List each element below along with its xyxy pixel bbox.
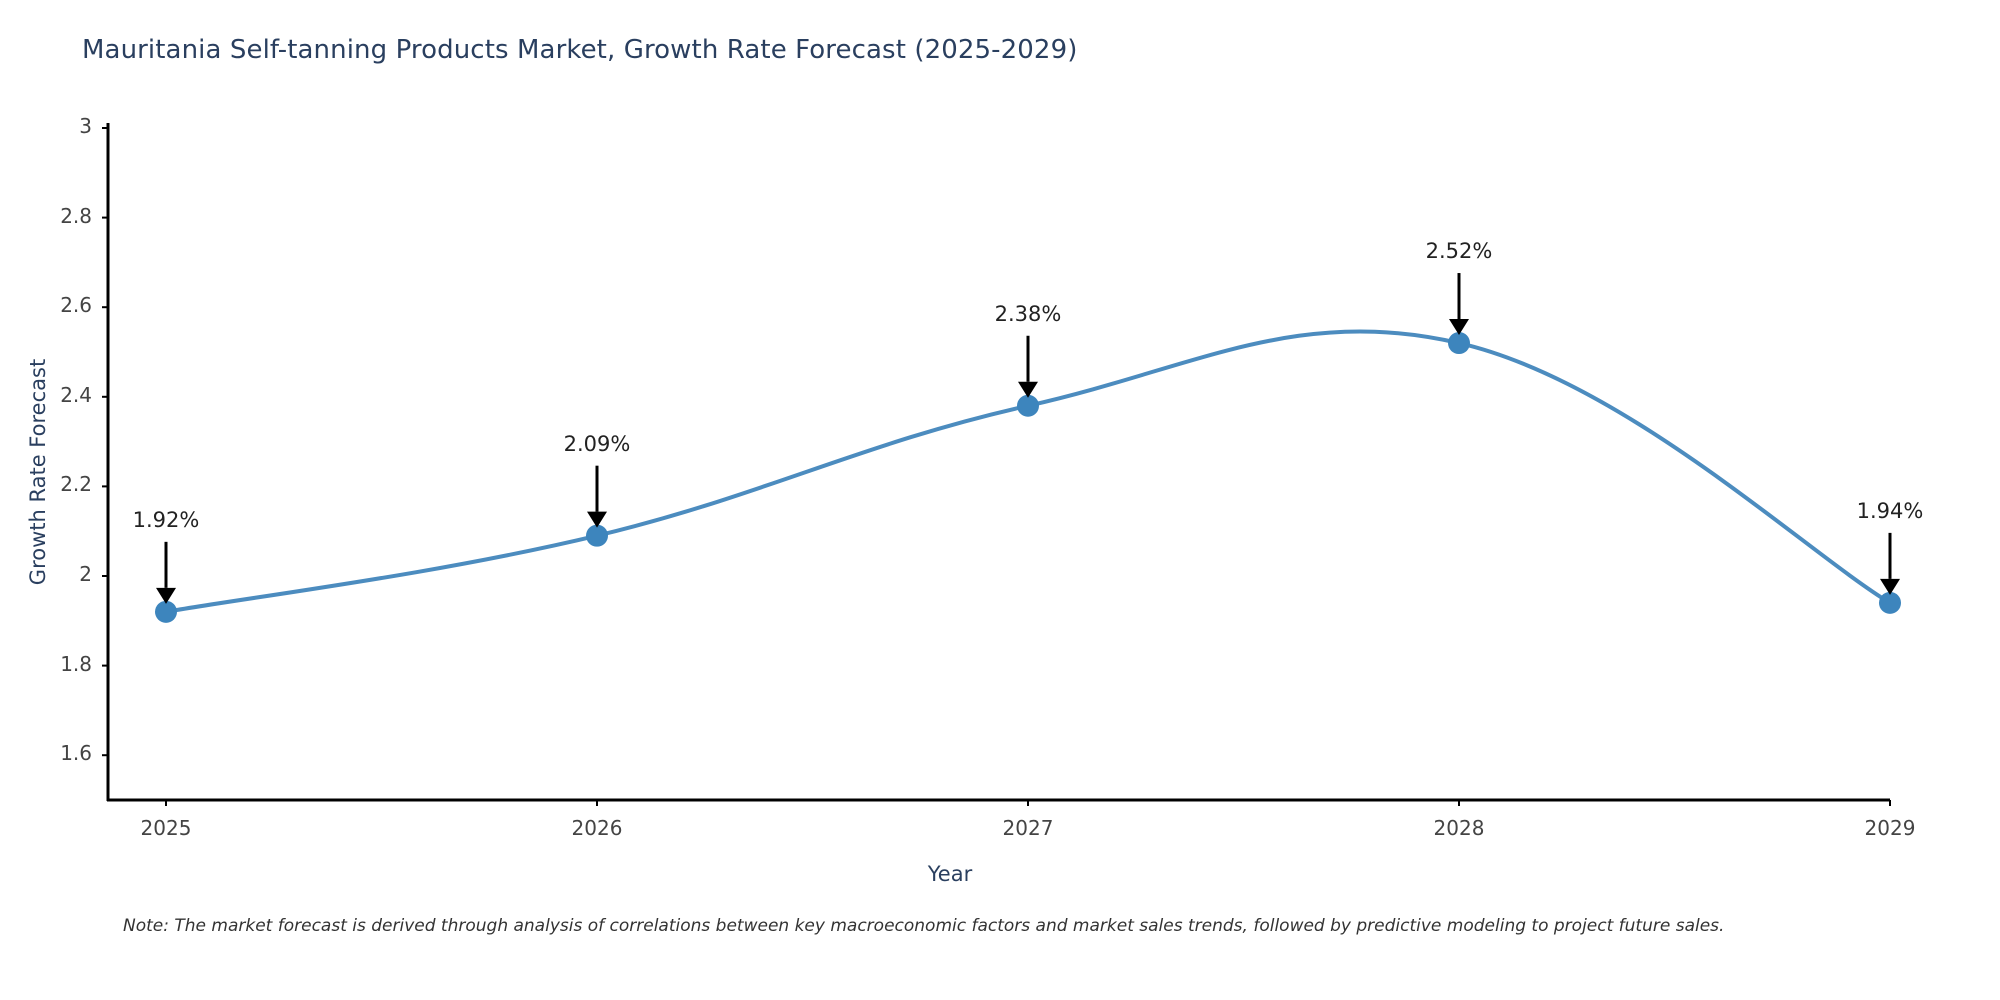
y-tick-label: 2 — [79, 562, 92, 586]
annotation-arrow-head — [587, 511, 607, 528]
annotation-arrow-head — [1880, 578, 1900, 595]
x-tick-label: 2027 — [1002, 816, 1054, 840]
data-point-label: 1.94% — [1856, 498, 1924, 523]
y-tick-label: 1.8 — [60, 651, 92, 676]
data-point-label: 2.09% — [563, 431, 631, 456]
x-axis-title-text: Year — [927, 862, 973, 886]
annotation-arrow-head — [1449, 319, 1469, 336]
x-axis-title: Year — [0, 862, 2000, 886]
x-tick-label: 2029 — [1864, 816, 1916, 840]
axis-lines — [106, 123, 1890, 802]
y-tick-label: 1.6 — [60, 741, 92, 766]
data-point-marker[interactable] — [1879, 591, 1901, 614]
data-point-label: 1.92% — [132, 507, 200, 532]
annotation-arrows — [156, 273, 1900, 604]
chart-title: Mauritania Self-tanning Products Market,… — [82, 35, 1078, 65]
y-tick-label: 3 — [79, 114, 92, 138]
y-tick-label: 2.8 — [60, 203, 92, 228]
chart-footnote: Note: The market forecast is derived thr… — [123, 916, 1725, 936]
x-tick-label: 2026 — [571, 816, 623, 840]
y-tick-label: 2.6 — [60, 293, 92, 318]
data-point-label: 2.38% — [994, 301, 1062, 326]
annotation-arrow-head — [156, 587, 176, 604]
x-tick-label: 2025 — [140, 816, 192, 840]
data-point-marker[interactable] — [1017, 394, 1039, 417]
data-point-label: 2.52% — [1425, 239, 1493, 264]
x-tick-label: 2028 — [1433, 816, 1485, 840]
data-point-marker[interactable] — [155, 600, 177, 623]
series-markers — [155, 332, 1901, 623]
data-point-marker[interactable] — [1448, 332, 1470, 355]
annotation-arrow-head — [1018, 381, 1038, 398]
data-point-marker[interactable] — [586, 524, 608, 547]
axis-ticks — [102, 127, 1891, 806]
y-tick-label: 2.4 — [60, 382, 92, 407]
y-tick-label: 2.2 — [60, 472, 92, 497]
